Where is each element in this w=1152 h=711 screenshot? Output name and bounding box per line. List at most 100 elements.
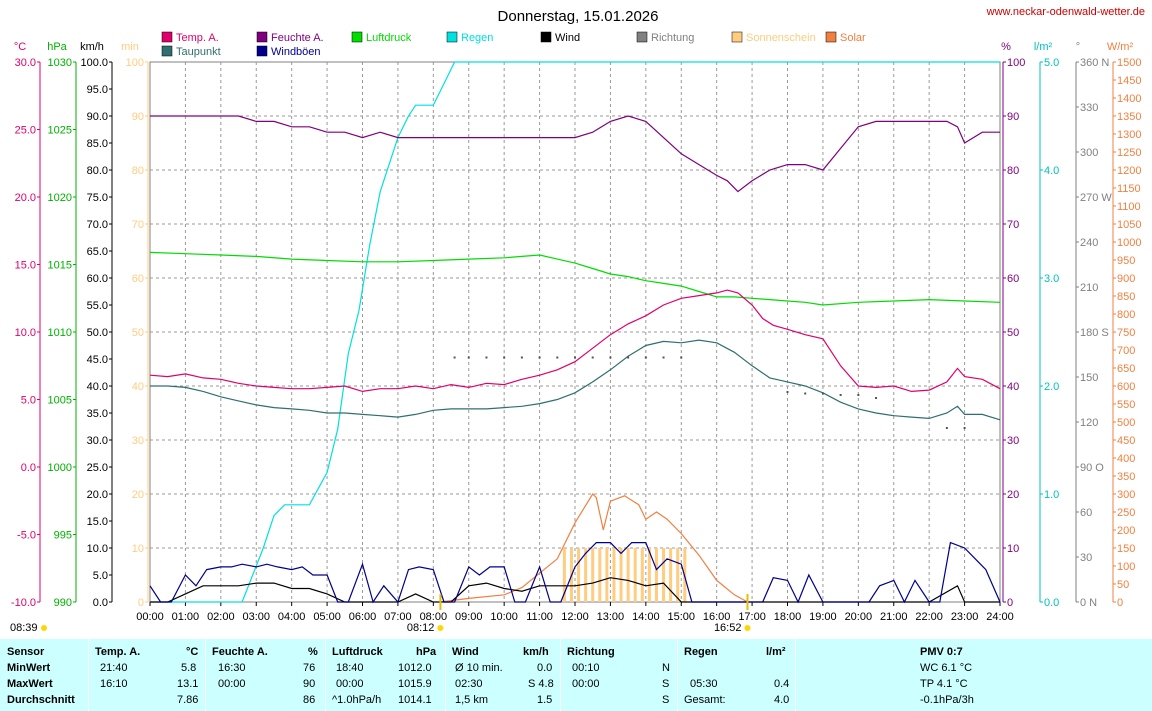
x-tick-label: 17:00 xyxy=(738,611,766,623)
pressure-axis-unit: hPa xyxy=(47,41,67,53)
temp-value: 5.8 xyxy=(181,662,197,674)
rain-value: 4.0 xyxy=(774,694,790,706)
direction-point xyxy=(680,356,683,359)
direction-point xyxy=(627,356,630,359)
solar-tick-label: 550 xyxy=(1117,399,1135,411)
sunshine-bar xyxy=(619,548,623,602)
sunshine-bar xyxy=(562,548,566,602)
pressure-tick-label: 1015 xyxy=(48,260,72,272)
x-tick-label: 24:00 xyxy=(986,611,1014,623)
direction-tick-label: 90 O xyxy=(1080,462,1104,474)
solar-tick-label: 700 xyxy=(1117,345,1135,357)
stats-header-wind-unit: km/h xyxy=(523,646,549,658)
pressure-value: 1014.1 xyxy=(398,694,432,706)
x-tick-label: 18:00 xyxy=(774,611,802,623)
humidity-tick-label: 30 xyxy=(1007,435,1019,447)
direction-tick-label: 240 xyxy=(1080,237,1098,249)
pressure-series-line xyxy=(149,251,1001,306)
stats-row-label: MinWert xyxy=(7,662,51,674)
temp-tick-label: -10.0 xyxy=(11,597,36,609)
solar-tick-label: 1100 xyxy=(1117,201,1141,213)
solar-axis-unit: W/m² xyxy=(1107,41,1134,53)
direction-tick-label: 60 xyxy=(1080,507,1092,519)
right-axes: 1009080706050403020100%5.04.03.02.01.00.… xyxy=(1001,41,1141,609)
legend-label-direction: Richtung xyxy=(651,32,694,44)
x-tick-label: 12:00 xyxy=(561,611,589,623)
direction-point xyxy=(556,356,559,359)
wind-tick-label: 55.0 xyxy=(87,300,108,312)
wind-label: Ø 10 min. xyxy=(455,662,503,674)
sunshine-bar xyxy=(605,548,609,602)
direction-tick-label: 270 W xyxy=(1080,192,1112,204)
wind-tick-label: 0.0 xyxy=(93,597,108,609)
legend-label-sunshine: Sonnenschein xyxy=(746,32,816,44)
temp-series-line xyxy=(149,289,1001,393)
wind-tick-label: 35.0 xyxy=(87,408,108,420)
solar-tick-label: 1200 xyxy=(1117,165,1141,177)
x-tick-label: 03:00 xyxy=(242,611,270,623)
wind-tick-label: 25.0 xyxy=(87,462,108,474)
rain-time: Gesamt: xyxy=(684,694,726,706)
sunshine-bar xyxy=(591,548,595,602)
pressure-tick-label: 1030 xyxy=(48,57,72,69)
sunshine-tick-label: 70 xyxy=(132,219,144,231)
sunshine-bar xyxy=(654,548,658,602)
wind-tick-label: 100.0 xyxy=(80,57,108,69)
direction-value: N xyxy=(662,662,670,674)
direction-point xyxy=(538,356,541,359)
solar-tick-label: 1450 xyxy=(1117,75,1141,87)
pmv-extra: WC 6.1 °C xyxy=(920,662,973,674)
direction-tick-label: 30 xyxy=(1080,552,1092,564)
stats-header-humidity-unit: % xyxy=(308,646,318,658)
wind-tick-label: 60.0 xyxy=(87,273,108,285)
x-tick-label: 08:00 xyxy=(420,611,448,623)
rain-series-line xyxy=(150,61,1000,603)
site-link[interactable]: www.neckar-odenwald-wetter.de xyxy=(986,6,1145,18)
temp-tick-label: 30.0 xyxy=(15,57,36,69)
solar-tick-label: 1000 xyxy=(1117,237,1141,249)
pressure-value: 1012.0 xyxy=(398,662,432,674)
pmv-extra: TP 4.1 °C xyxy=(920,678,968,690)
sun-icon xyxy=(41,625,47,631)
wind-tick-label: 5.0 xyxy=(93,570,108,582)
direction-point xyxy=(804,392,807,395)
humidity-tick-label: 100 xyxy=(1007,57,1025,69)
pressure-value: 1015.9 xyxy=(398,678,432,690)
wind-tick-label: 30.0 xyxy=(87,435,108,447)
solar-tick-label: 200 xyxy=(1117,525,1135,537)
rain-tick-label: 2.0 xyxy=(1044,381,1059,393)
humidity-value: 76 xyxy=(303,662,316,674)
stats-row-min: MinWert 21:40 5.8 16:30 76 18:40 1012.0 … xyxy=(0,662,1152,678)
legend-label-humidity: Feuchte A. xyxy=(271,32,324,44)
wind-tick-label: 85.0 xyxy=(87,138,108,150)
sun-time-label: 16:52 xyxy=(714,622,742,634)
plot-grid xyxy=(149,61,1001,603)
humidity-tick-label: 50 xyxy=(1007,327,1019,339)
sun-icon xyxy=(437,625,444,631)
rain-tick-label: 1.0 xyxy=(1044,489,1059,501)
sunshine-bar xyxy=(633,548,637,602)
humidity-time: 00:00 xyxy=(218,678,246,690)
wind-tick-label: 50.0 xyxy=(87,327,108,339)
sunshine-tick-label: 100 xyxy=(126,57,144,69)
pmv-extra: -0.1hPa/3h xyxy=(920,694,974,706)
legend-swatch-gust xyxy=(256,45,268,57)
sunshine-tick-label: 60 xyxy=(132,273,144,285)
solar-tick-label: 1250 xyxy=(1117,147,1141,159)
sunshine-bar xyxy=(598,548,602,602)
rain-tick-label: 5.0 xyxy=(1044,57,1059,69)
temp-value: 13.1 xyxy=(177,678,199,690)
x-tick-label: 13:00 xyxy=(597,611,625,623)
x-tick-label: 06:00 xyxy=(349,611,377,623)
stats-header-temp-unit: °C xyxy=(186,646,199,658)
direction-time: 00:10 xyxy=(572,662,600,674)
temp-tick-label: 5.0 xyxy=(21,395,36,407)
pressure-tick-label: 990 xyxy=(54,597,72,609)
solar-tick-label: 900 xyxy=(1117,273,1135,285)
temp-tick-label: 10.0 xyxy=(15,327,36,339)
solar-tick-label: 100 xyxy=(1117,561,1135,573)
x-tick-label: 02:00 xyxy=(207,611,235,623)
solar-tick-label: 1150 xyxy=(1117,183,1141,195)
x-tick-label: 05:00 xyxy=(313,611,341,623)
x-tick-label: 22:00 xyxy=(915,611,943,623)
